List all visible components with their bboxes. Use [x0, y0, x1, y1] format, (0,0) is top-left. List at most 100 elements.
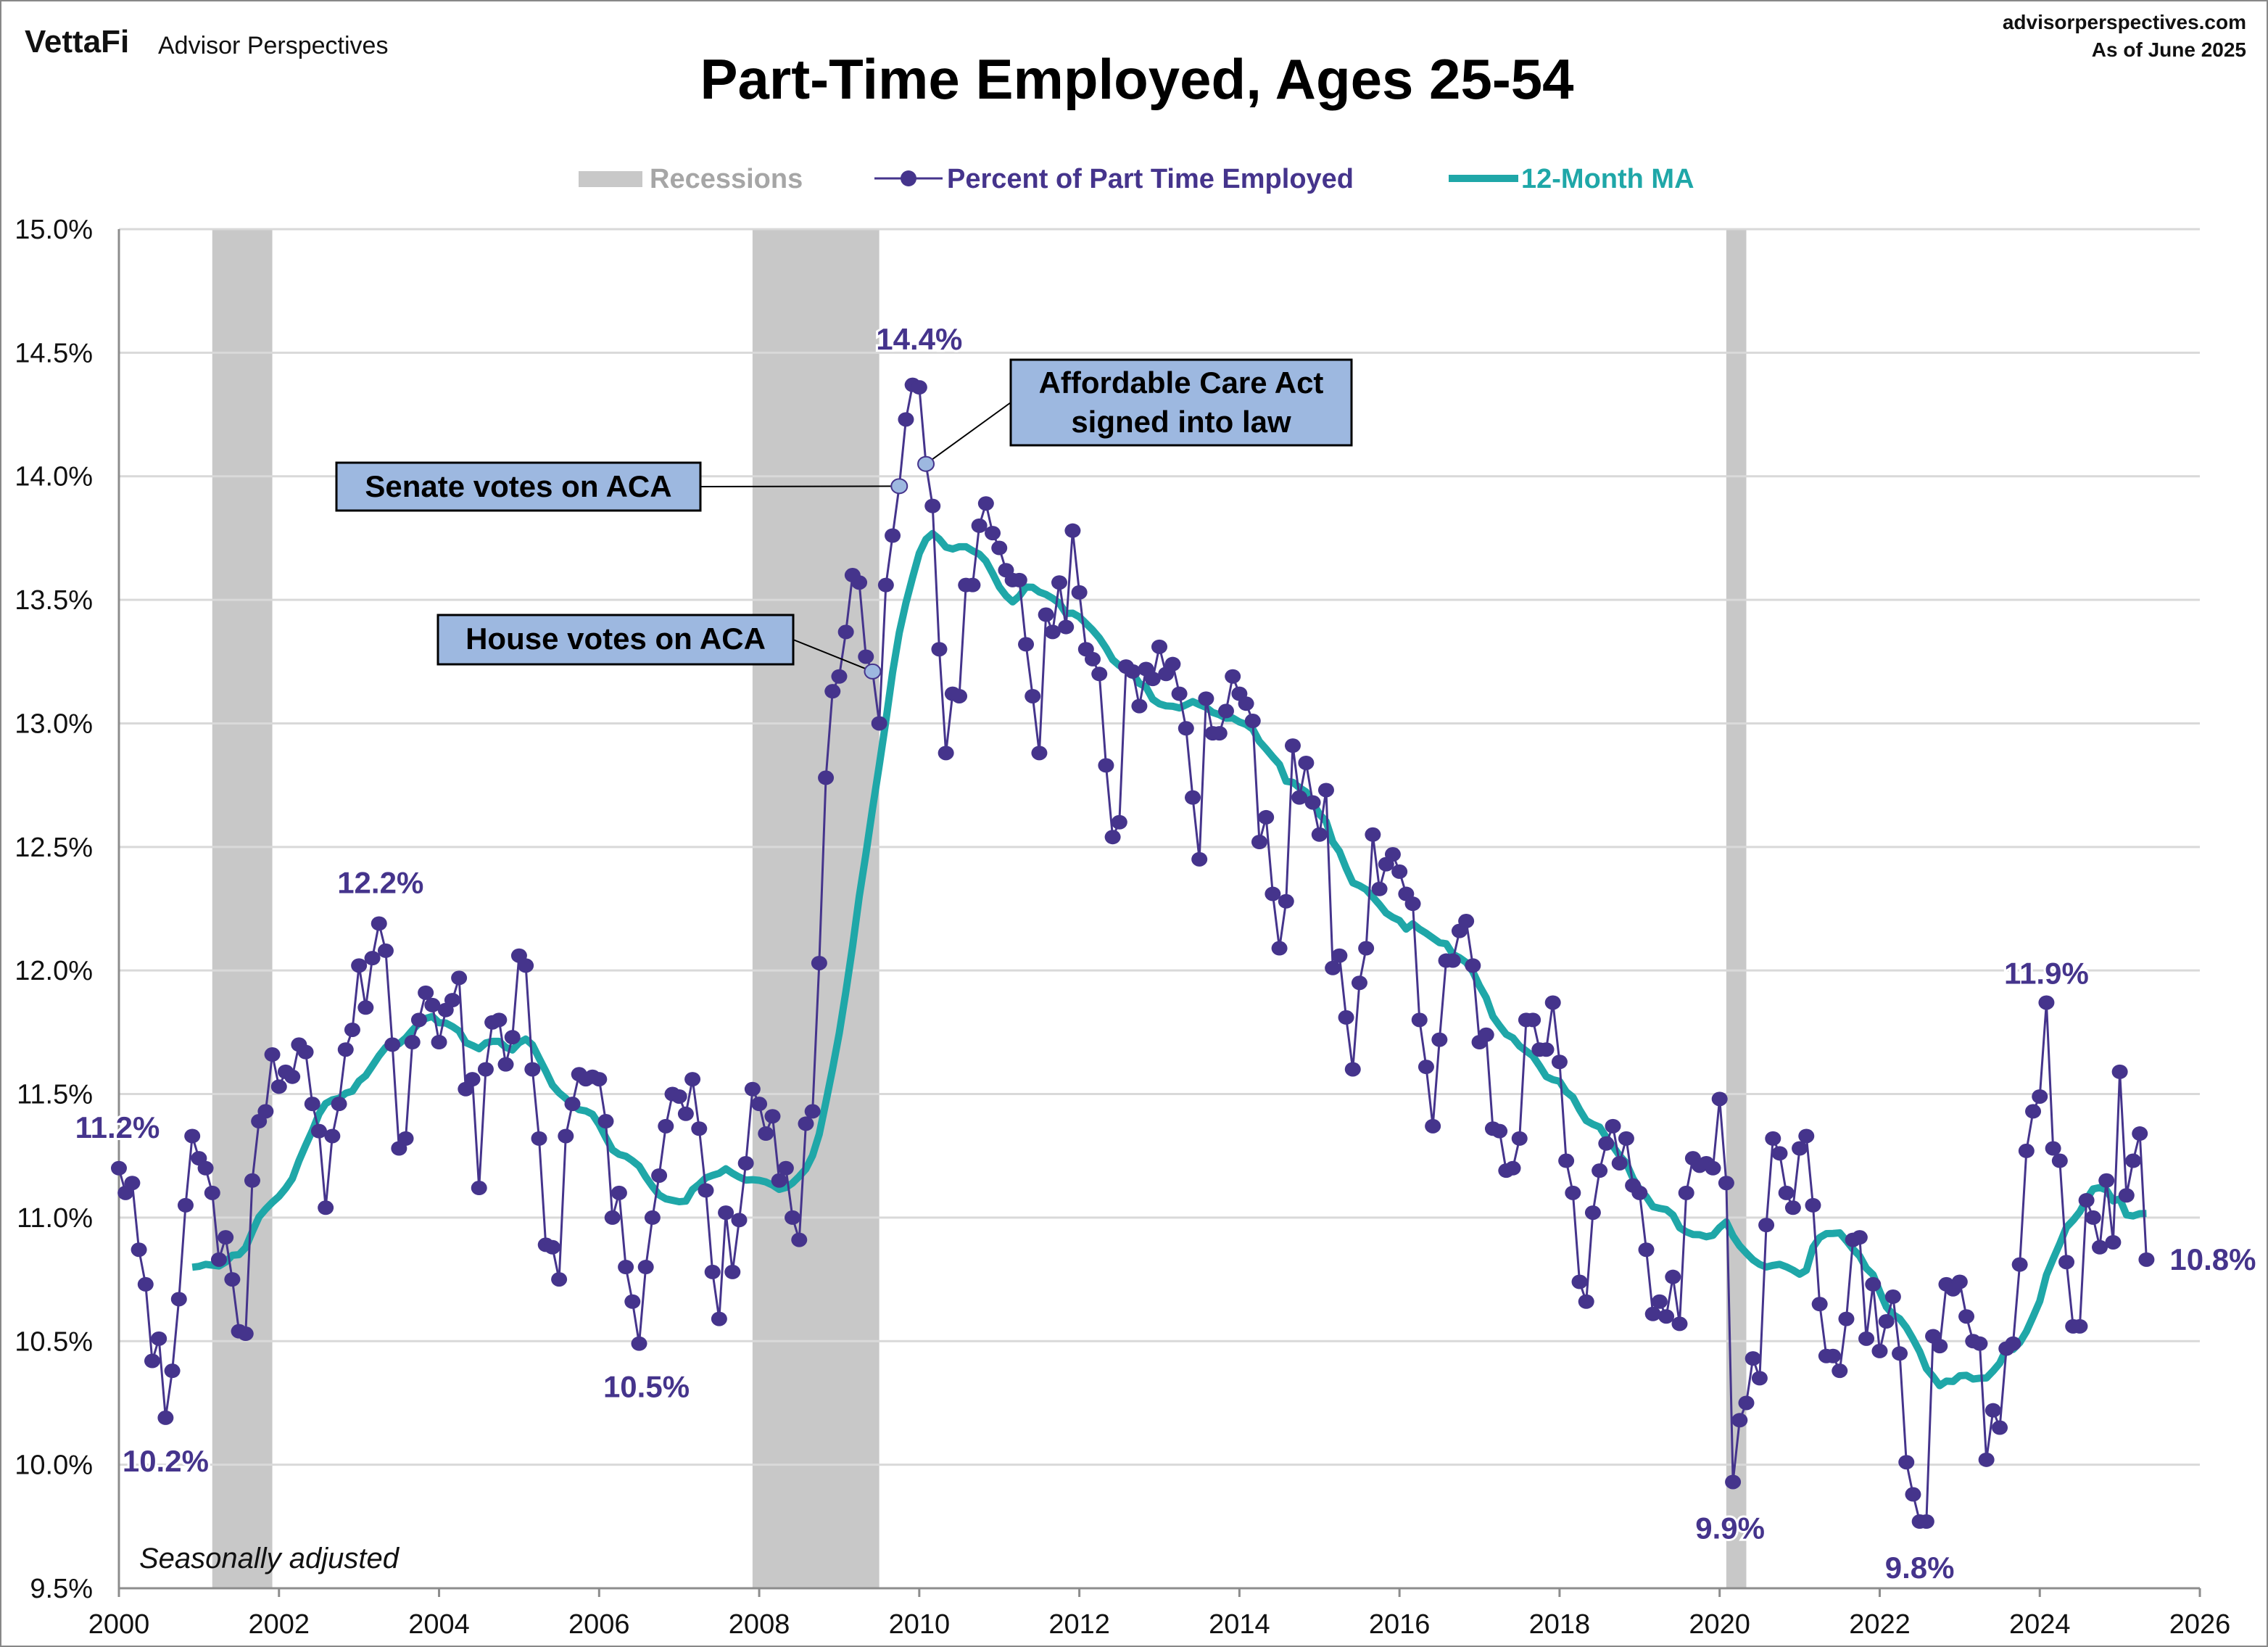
ma-line: [191, 529, 2147, 1390]
data-point: [244, 1173, 260, 1188]
highlighted-data-point: [864, 663, 882, 680]
data-point: [218, 1230, 234, 1245]
data-point: [1244, 714, 1261, 729]
data-point: [758, 1126, 774, 1142]
data-point: [791, 1232, 808, 1247]
x-tick-label: 2024: [2009, 1609, 2071, 1640]
legend-series-label: Percent of Part Time Employed: [947, 164, 1354, 194]
data-point: [1565, 1185, 1581, 1200]
data-point: [1191, 851, 1208, 867]
data-point: [764, 1109, 781, 1124]
data-point: [1311, 827, 1328, 842]
data-point: [544, 1239, 560, 1255]
data-point: [1778, 1185, 1795, 1200]
data-point: [504, 1030, 521, 1045]
data-point: [1858, 1331, 1875, 1346]
value-annotation: 10.5%: [603, 1370, 690, 1404]
callout-leader: [700, 485, 900, 487]
data-point: [1984, 1403, 2001, 1418]
data-point: [397, 1131, 414, 1146]
value-annotation: 10.8%: [2169, 1242, 2256, 1276]
data-point: [377, 943, 394, 958]
data-point: [177, 1197, 194, 1213]
data-point: [124, 1176, 141, 1191]
data-point: [1892, 1346, 1908, 1361]
data-point: [1558, 1153, 1575, 1168]
callout-text: House votes on ACA: [465, 622, 766, 656]
y-tick-label: 10.0%: [15, 1450, 93, 1481]
data-point: [1211, 726, 1228, 741]
callout-box: [335, 461, 702, 512]
data-point: [2132, 1126, 2148, 1142]
data-point: [671, 1089, 687, 1104]
data-point: [1851, 1230, 1868, 1245]
data-point: [297, 1044, 314, 1060]
seasonally-adjusted-note: Seasonally adjusted: [139, 1543, 400, 1574]
data-point: [871, 716, 887, 731]
x-tick-label: 2006: [568, 1609, 630, 1640]
as-of-date: As of June 2025: [2092, 38, 2246, 61]
data-point: [1838, 1311, 1855, 1326]
data-point: [310, 1123, 327, 1139]
y-tick-label: 15.0%: [15, 215, 93, 245]
data-point: [2098, 1173, 2115, 1188]
data-point: [1111, 814, 1127, 830]
data-point: [591, 1072, 608, 1087]
part-time-series: [111, 377, 2155, 1530]
data-point: [184, 1128, 201, 1144]
data-point: [337, 1042, 354, 1057]
legend-recessions-label: Recessions: [650, 164, 803, 194]
x-tick-label: 2016: [1369, 1609, 1431, 1640]
data-point: [1071, 585, 1088, 600]
data-point: [2118, 1188, 2135, 1203]
data-point: [1164, 656, 1181, 672]
data-point: [658, 1118, 674, 1134]
data-point: [1651, 1294, 1668, 1309]
data-point: [1871, 1343, 1888, 1358]
data-point: [1458, 914, 1475, 929]
data-point: [151, 1331, 167, 1346]
data-point: [1491, 1123, 1508, 1139]
data-point: [1905, 1487, 1921, 1502]
data-point: [1418, 1060, 1434, 1075]
data-point: [611, 1185, 627, 1200]
data-point: [751, 1097, 768, 1112]
callout-text: signed into law: [1071, 405, 1291, 439]
data-point: [1978, 1452, 1995, 1467]
data-point: [1064, 523, 1081, 538]
data-point: [210, 1252, 227, 1267]
data-point: [1478, 1027, 1494, 1042]
y-tick-label: 12.0%: [15, 956, 93, 986]
value-annotation: 11.9%: [2004, 956, 2089, 990]
data-point: [931, 642, 948, 657]
data-point: [2005, 1336, 2021, 1351]
data-point: [2011, 1257, 2028, 1272]
data-point: [1425, 1118, 1441, 1134]
data-point: [564, 1097, 581, 1112]
data-point: [618, 1260, 634, 1275]
data-point: [1538, 1042, 1555, 1057]
data-point: [737, 1155, 754, 1171]
data-point: [2105, 1234, 2122, 1250]
gridlines: [119, 228, 2200, 1466]
data-point: [1878, 1314, 1895, 1329]
callout-leader: [792, 639, 873, 672]
callout-leader: [925, 402, 1011, 465]
data-point: [831, 669, 848, 684]
data-point: [1085, 651, 1101, 666]
data-point: [237, 1326, 254, 1342]
data-point: [1832, 1363, 1848, 1379]
data-point: [1592, 1163, 1608, 1179]
y-tick-label: 13.5%: [15, 585, 93, 616]
data-point: [1271, 941, 1288, 956]
callout-box: [1009, 358, 1353, 447]
annotations: 14.4% 12.2% 11.2% 10.2% 10.5% 9.9% 9.8% 11.9% 10…: [73, 320, 2259, 1587]
data-point: [1104, 830, 1121, 845]
data-point: [1371, 881, 1388, 896]
data-point: [1184, 790, 1201, 805]
data-point: [1711, 1091, 1728, 1107]
data-point: [1171, 686, 1188, 701]
data-point: [1431, 1032, 1448, 1047]
data-point: [364, 951, 381, 966]
data-point: [951, 688, 968, 703]
